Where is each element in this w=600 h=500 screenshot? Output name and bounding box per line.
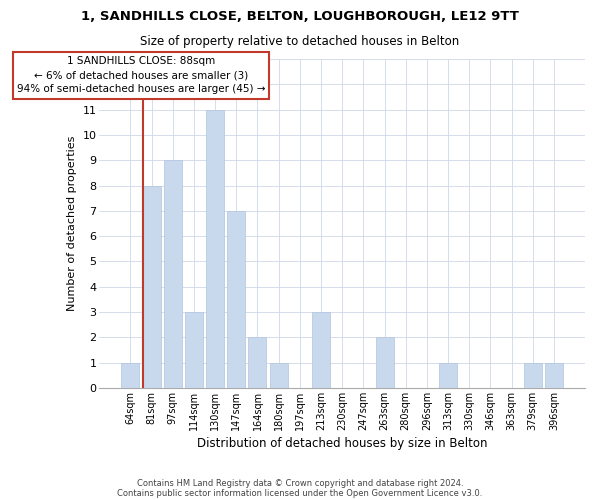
- Bar: [121, 362, 139, 388]
- Bar: [312, 312, 330, 388]
- X-axis label: Distribution of detached houses by size in Belton: Distribution of detached houses by size …: [197, 437, 487, 450]
- Text: Contains HM Land Registry data © Crown copyright and database right 2024.: Contains HM Land Registry data © Crown c…: [137, 478, 463, 488]
- Text: Contains public sector information licensed under the Open Government Licence v3: Contains public sector information licen…: [118, 488, 482, 498]
- Bar: [269, 362, 287, 388]
- Bar: [185, 312, 203, 388]
- Text: Size of property relative to detached houses in Belton: Size of property relative to detached ho…: [140, 35, 460, 48]
- Bar: [143, 186, 161, 388]
- Text: 1, SANDHILLS CLOSE, BELTON, LOUGHBOROUGH, LE12 9TT: 1, SANDHILLS CLOSE, BELTON, LOUGHBOROUGH…: [81, 10, 519, 23]
- Bar: [248, 338, 266, 388]
- Bar: [439, 362, 457, 388]
- Y-axis label: Number of detached properties: Number of detached properties: [67, 136, 77, 311]
- Text: 1 SANDHILLS CLOSE: 88sqm
← 6% of detached houses are smaller (3)
94% of semi-det: 1 SANDHILLS CLOSE: 88sqm ← 6% of detache…: [17, 56, 265, 94]
- Bar: [545, 362, 563, 388]
- Bar: [524, 362, 542, 388]
- Bar: [164, 160, 182, 388]
- Bar: [206, 110, 224, 388]
- Bar: [376, 338, 394, 388]
- Bar: [227, 211, 245, 388]
